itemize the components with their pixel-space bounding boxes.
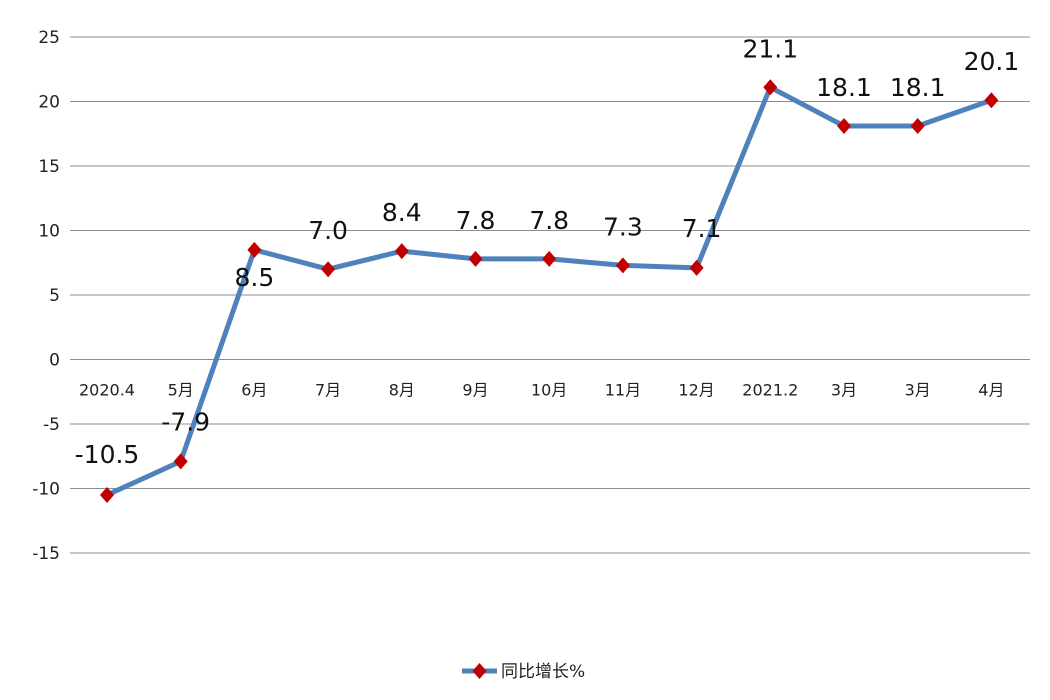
data-label: 7.8 (529, 206, 569, 235)
data-point-marker (910, 118, 925, 135)
x-tick-label: 2021.2 (742, 381, 798, 400)
x-tick-label: 7月 (315, 381, 341, 400)
data-point-marker (689, 259, 704, 276)
data-point-marker (468, 250, 483, 267)
data-label: 8.4 (382, 198, 422, 227)
data-point-marker (100, 486, 114, 503)
y-tick-label: -15 (32, 544, 60, 564)
y-axis-ticks: -15 -10 -5 0 5 10 15 20 25 (32, 28, 60, 564)
x-tick-label: 3月 (831, 381, 857, 400)
x-tick-label: 11月 (605, 381, 641, 400)
data-label: 8.5 (235, 263, 275, 292)
x-tick-label: 3月 (905, 381, 931, 400)
data-label: -7.9 (161, 407, 210, 436)
data-point-marker (763, 79, 778, 96)
x-tick-label: 10月 (531, 381, 567, 400)
data-label: 7.8 (456, 206, 496, 235)
data-point-marker (984, 92, 999, 109)
x-tick-label: 6月 (241, 381, 267, 400)
x-tick-label: 5月 (168, 381, 194, 400)
y-tick-label: -5 (43, 415, 60, 435)
data-point-marker (173, 453, 188, 470)
data-label: -10.5 (75, 440, 140, 469)
data-point-marker (394, 243, 409, 260)
legend-label: 同比增长% (501, 662, 585, 682)
x-tick-label: 2020.4 (79, 381, 135, 400)
data-label: 21.1 (742, 34, 798, 63)
data-point-marker (321, 261, 336, 278)
legend: 同比增长% (462, 662, 585, 682)
y-tick-label: 20 (38, 93, 60, 113)
data-label: 18.1 (890, 73, 946, 102)
y-tick-label: 15 (38, 157, 60, 177)
y-tick-label: -10 (32, 480, 60, 500)
x-axis-ticks: 2020.4 5月 6月 7月 8月 9月 10月 11月 12月 2021.2 3月 3月 4月 (79, 381, 1004, 400)
data-label: 20.1 (964, 47, 1020, 76)
data-label: 7.1 (682, 214, 722, 243)
y-tick-label: 0 (49, 351, 60, 371)
markers-group (100, 79, 999, 503)
data-label: 7.0 (308, 216, 348, 245)
data-point-marker (837, 118, 851, 135)
y-tick-label: 10 (38, 222, 60, 242)
y-tick-label: 25 (38, 28, 60, 48)
x-tick-label: 8月 (389, 381, 415, 400)
data-point-marker (247, 241, 262, 258)
x-tick-label: 9月 (462, 381, 488, 400)
x-tick-label: 4月 (978, 381, 1004, 400)
y-tick-label: 5 (49, 286, 60, 306)
data-point-marker (615, 257, 630, 274)
data-labels-group: -10.5 -7.9 8.5 7.0 8.4 7.8 7.8 7.3 7.1 21.1 18.1 18… (75, 34, 1020, 469)
data-label: 18.1 (816, 73, 872, 102)
legend-marker-swatch (472, 663, 487, 679)
data-label: 7.3 (603, 212, 643, 241)
gridlines (70, 36, 1030, 554)
x-tick-label: 12月 (678, 381, 714, 400)
data-point-marker (542, 250, 557, 267)
